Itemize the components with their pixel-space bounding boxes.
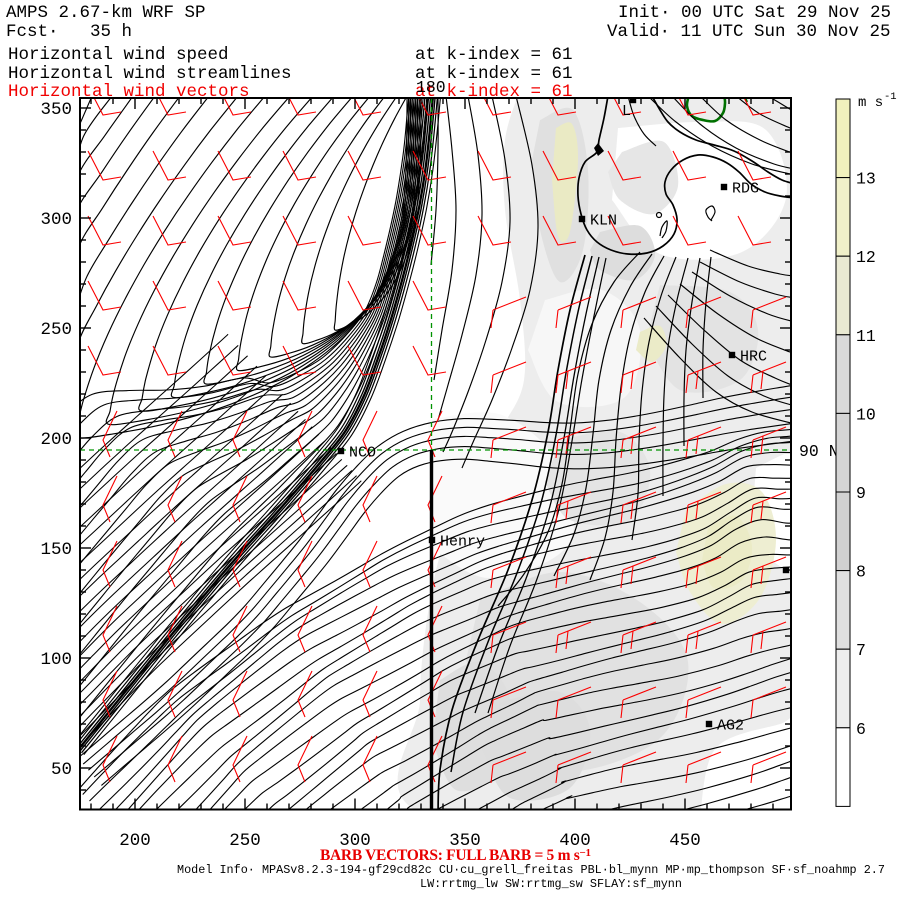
svg-text:200: 200 [40, 430, 72, 450]
svg-text:250: 250 [40, 320, 72, 340]
svg-text:L: L [622, 103, 631, 120]
svg-text:180: 180 [416, 78, 446, 97]
svg-text:HRC: HRC [740, 349, 767, 366]
svg-text:NCO: NCO [349, 445, 376, 462]
svg-text:350: 350 [40, 100, 72, 120]
svg-text:9: 9 [856, 484, 866, 503]
svg-text:10: 10 [856, 405, 876, 424]
svg-text:350: 350 [449, 831, 481, 851]
svg-text:m s: m s [858, 95, 883, 111]
svg-text:250: 250 [229, 831, 261, 851]
svg-text:-1: -1 [884, 91, 897, 103]
svg-text:8: 8 [856, 563, 866, 582]
svg-text:11: 11 [856, 327, 876, 346]
svg-text:12: 12 [856, 248, 876, 267]
svg-text:300: 300 [339, 831, 371, 851]
svg-text:13: 13 [856, 170, 876, 189]
svg-text:100: 100 [40, 650, 72, 670]
svg-text:400: 400 [559, 831, 591, 851]
svg-text:200: 200 [119, 831, 151, 851]
svg-text:90 N: 90 N [799, 442, 839, 461]
svg-text:150: 150 [40, 540, 72, 560]
svg-text:300: 300 [40, 210, 72, 230]
svg-text:KLN: KLN [590, 213, 617, 230]
svg-text:50: 50 [51, 760, 72, 780]
svg-text:AG2: AG2 [717, 718, 744, 735]
svg-text:RDG: RDG [732, 181, 759, 198]
svg-text:6: 6 [856, 720, 866, 739]
svg-text:7: 7 [856, 641, 866, 660]
svg-text:Henry: Henry [440, 534, 485, 551]
svg-text:450: 450 [669, 831, 701, 851]
